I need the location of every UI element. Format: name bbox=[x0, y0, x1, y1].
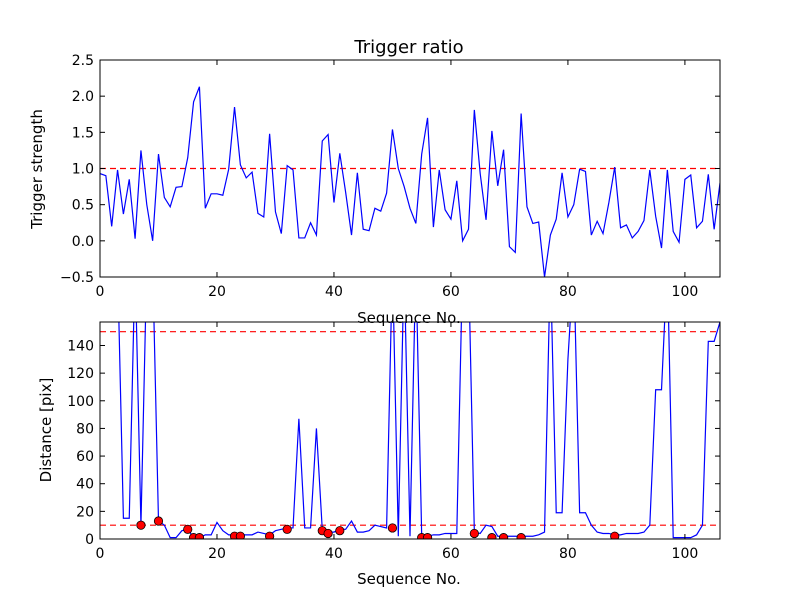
x-axis-label-bottom: Sequence No. bbox=[357, 570, 461, 588]
marker-point-1-8 bbox=[282, 524, 292, 534]
y-tick-label-0-1: 0.0 bbox=[72, 234, 94, 250]
x-tick-label-1-1: 20 bbox=[208, 546, 226, 562]
marker-point-1-17 bbox=[498, 533, 509, 539]
marker-point-1-4 bbox=[194, 533, 205, 539]
y-tick-label-1-2: 40 bbox=[76, 477, 94, 493]
x-tick-label-1-3: 60 bbox=[442, 546, 460, 562]
y-tick-label-1-0: 0 bbox=[85, 532, 94, 548]
marker-point-1-14 bbox=[422, 533, 433, 539]
x-tick-label-0-3: 60 bbox=[442, 284, 460, 300]
y-tick-label-0-4: 1.5 bbox=[72, 125, 94, 141]
y-tick-label-1-7: 140 bbox=[67, 338, 94, 354]
series-line-1-0 bbox=[118, 322, 720, 539]
y-tick-label-1-1: 20 bbox=[76, 504, 94, 520]
plot-panel-0: 0 20 40 60 80 100 −0.5 0.0 0.5 1.0 1.5 2.0 2.5 bbox=[60, 53, 721, 300]
x-tick-label-1-5: 100 bbox=[672, 546, 699, 562]
x-tick-label-0-2: 40 bbox=[325, 284, 343, 300]
marker-point-1-7 bbox=[265, 531, 275, 539]
y-tick-label-0-3: 1.0 bbox=[72, 162, 94, 178]
x-tick-label-0-0: 0 bbox=[96, 284, 105, 300]
y-axis-label-bottom: Distance [pix] bbox=[37, 378, 55, 483]
marker-point-1-10 bbox=[323, 528, 333, 539]
y-axis-label-top: Trigger strength bbox=[28, 109, 46, 230]
marker-point-1-1 bbox=[153, 516, 164, 526]
y-tick-label-1-6: 120 bbox=[67, 366, 94, 382]
x-tick-label-0-5: 100 bbox=[672, 284, 699, 300]
chart-title: Trigger ratio bbox=[353, 37, 463, 58]
y-tick-label-1-3: 60 bbox=[76, 449, 94, 465]
y-tick-label-0-6: 2.5 bbox=[72, 53, 94, 69]
y-tick-label-0-5: 2.0 bbox=[72, 89, 94, 105]
x-tick-label-0-4: 80 bbox=[559, 284, 577, 300]
x-tick-label-1-0: 0 bbox=[96, 546, 105, 562]
series-line-0-0 bbox=[100, 86, 720, 277]
marker-point-1-15 bbox=[469, 528, 479, 539]
x-tick-label-0-1: 20 bbox=[208, 284, 226, 300]
plot-panel-1: 0 20 40 60 80 100 0 20 40 60 80 100 120 140 bbox=[67, 321, 721, 562]
x-tick-label-1-2: 40 bbox=[325, 546, 343, 562]
plot-area-0 bbox=[100, 86, 720, 277]
x-tick-label-1-4: 80 bbox=[559, 546, 577, 562]
y-tick-label-0-2: 0.5 bbox=[72, 198, 94, 214]
marker-point-1-19 bbox=[610, 531, 620, 539]
x-axis-label-top: Sequence No. bbox=[357, 309, 461, 327]
plot-area-1 bbox=[100, 322, 720, 539]
marker-point-1-6 bbox=[235, 531, 245, 539]
marker-point-1-16 bbox=[487, 533, 497, 539]
marker-point-1-12 bbox=[387, 523, 398, 533]
marker-point-1-11 bbox=[335, 526, 345, 536]
marker-point-1-0 bbox=[136, 520, 146, 530]
y-tick-label-0-0: −0.5 bbox=[60, 270, 94, 286]
y-tick-label-1-4: 80 bbox=[76, 421, 94, 437]
y-tick-label-1-5: 100 bbox=[67, 394, 94, 410]
axes-frame-1 bbox=[99, 321, 721, 540]
marker-point-1-2 bbox=[183, 524, 193, 534]
marker-point-1-18 bbox=[516, 533, 526, 539]
